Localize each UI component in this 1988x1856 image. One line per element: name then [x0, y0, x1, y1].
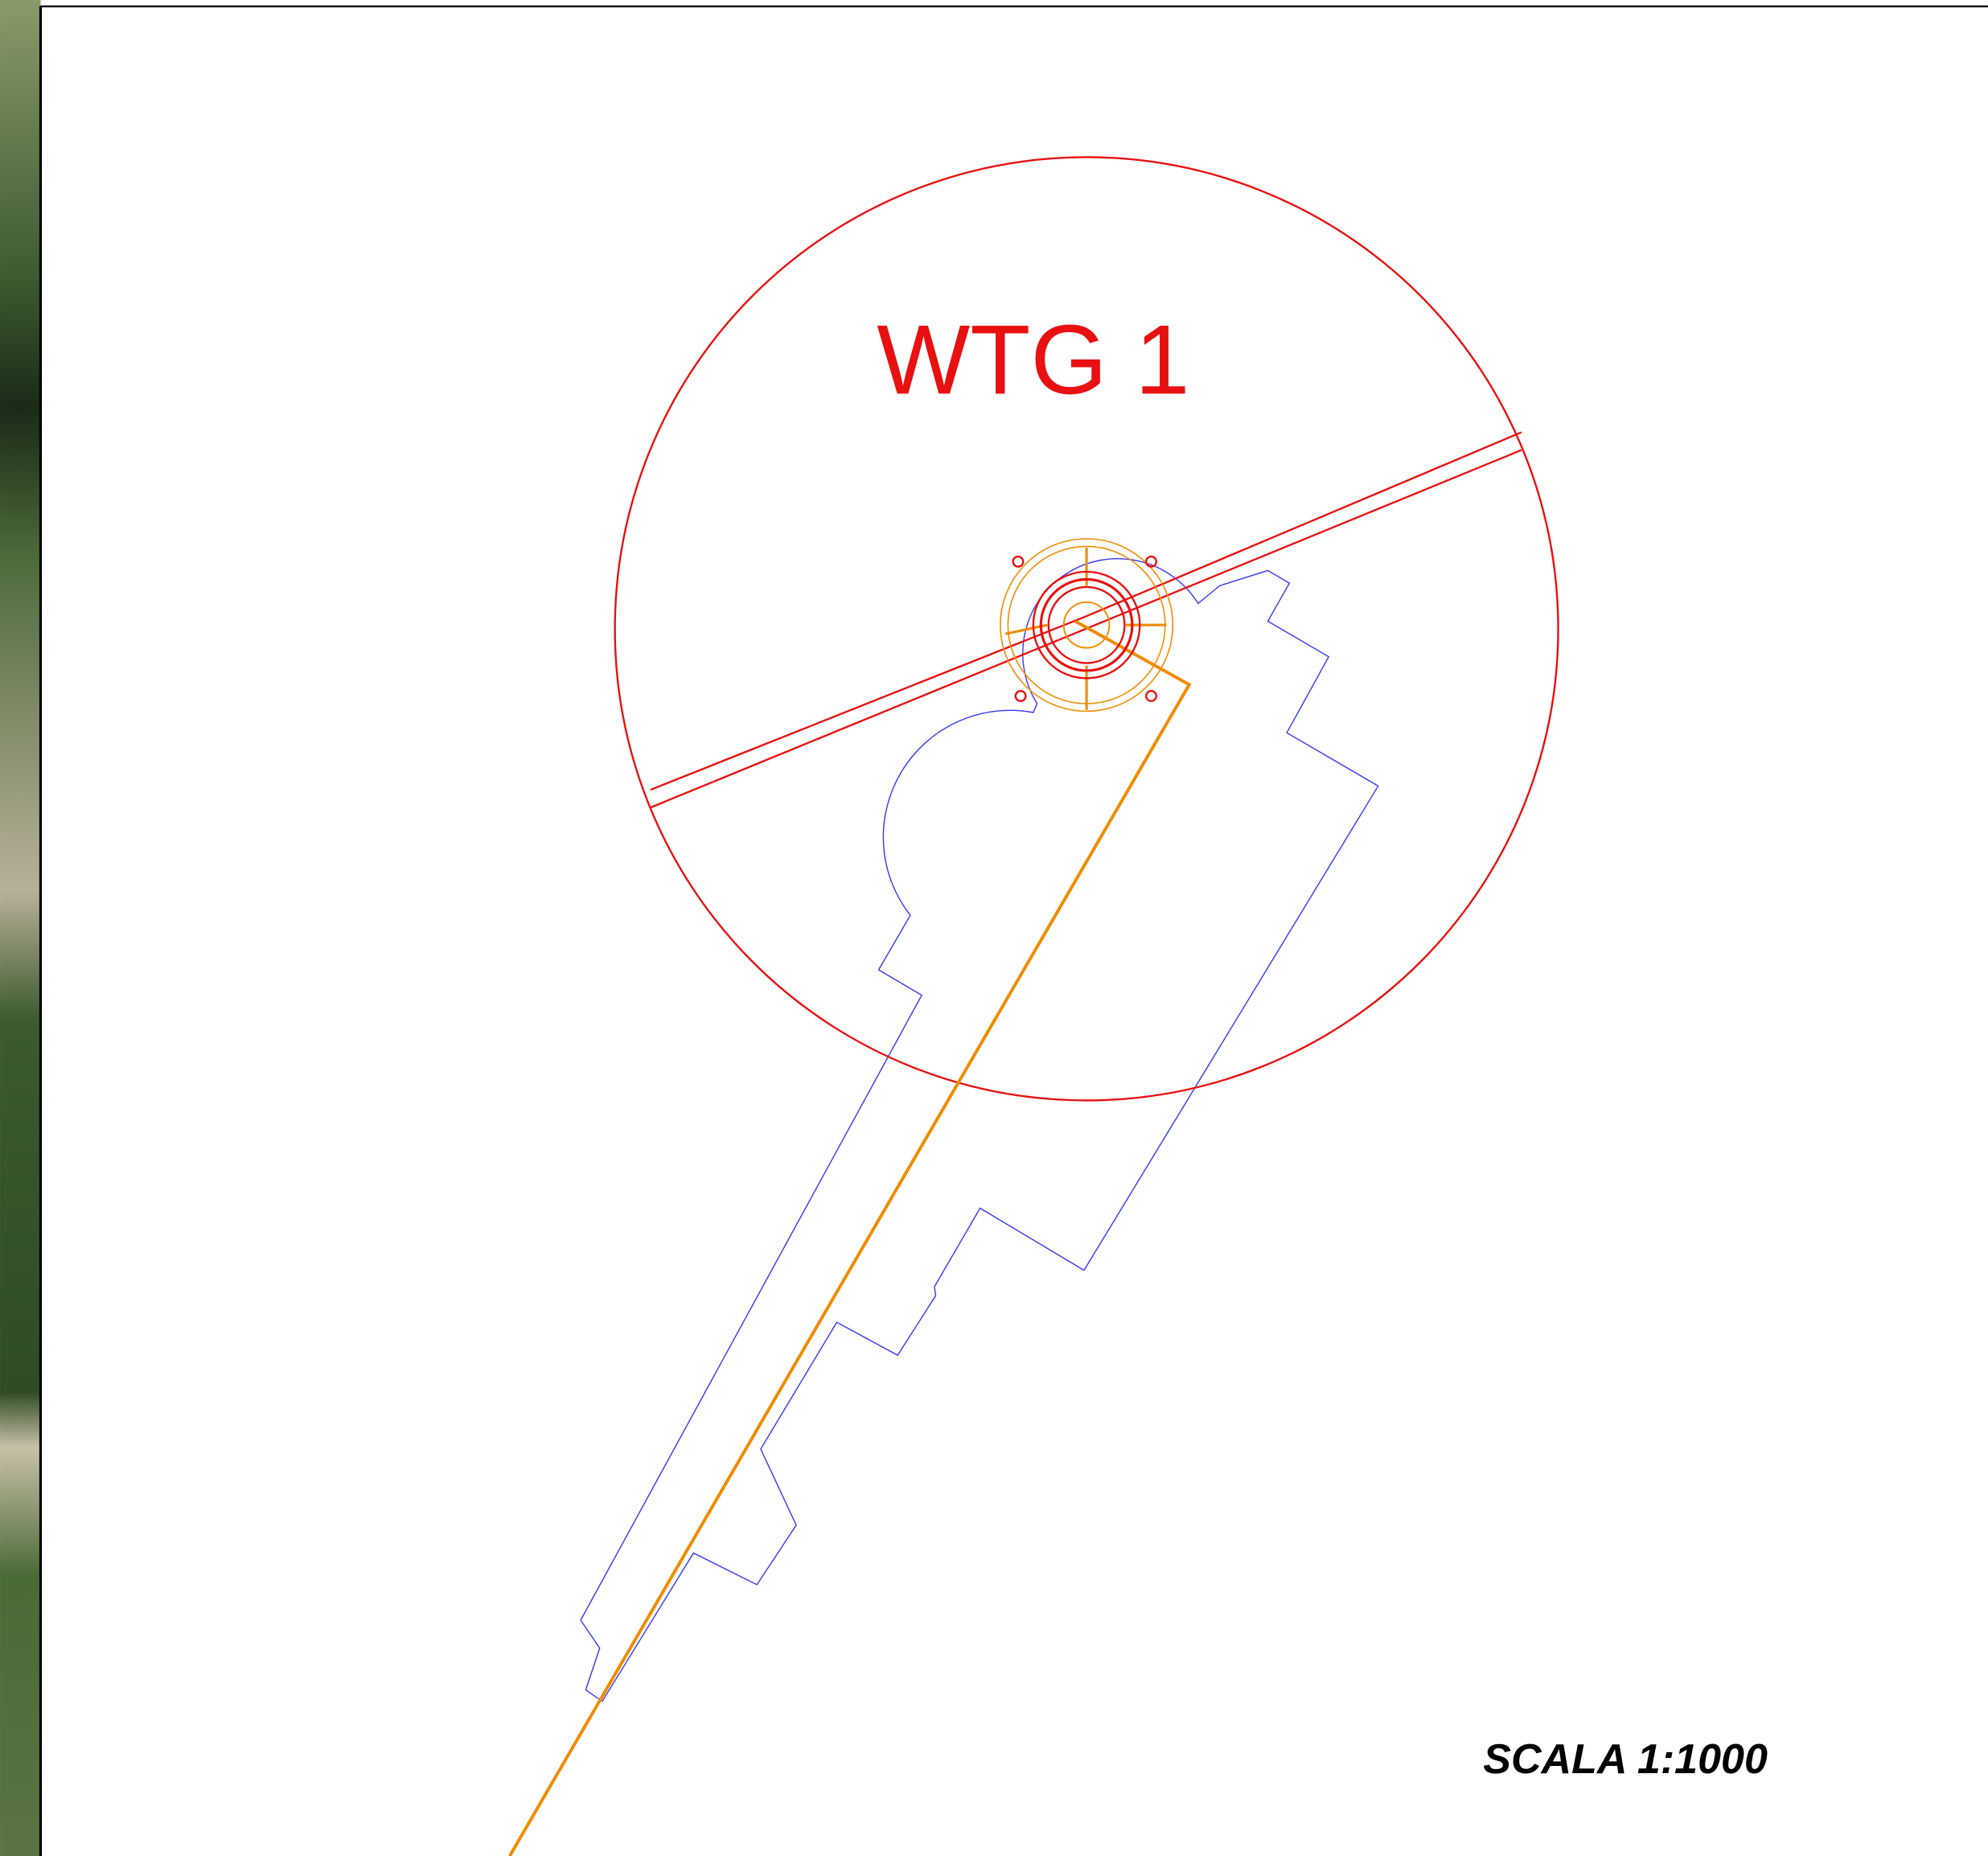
turbine-label: WTG 1: [877, 306, 1189, 416]
scale-label: SCALA 1:1000: [1483, 1736, 1768, 1783]
satellite-strip: [0, 0, 40, 1856]
drawing-sheet: WTG 1 SCALA 1:1000: [0, 0, 1988, 1856]
background: [0, 0, 1988, 1856]
